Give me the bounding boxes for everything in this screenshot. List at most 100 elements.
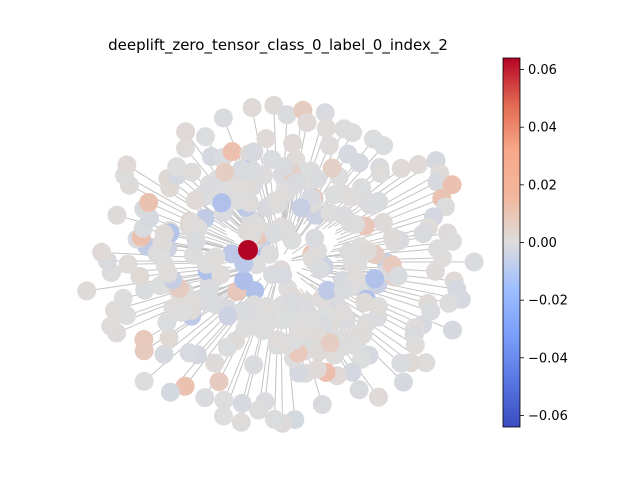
- graph-node: [322, 158, 342, 178]
- graph-node: [305, 228, 325, 248]
- graph-node: [206, 295, 226, 315]
- graph-node: [394, 372, 413, 392]
- graph-node: [320, 203, 340, 223]
- graph-node: [316, 118, 336, 138]
- graph-node: [218, 306, 238, 326]
- graph-node: [213, 108, 233, 128]
- graph-node: [464, 252, 484, 272]
- graph-node: [249, 400, 269, 420]
- graph-node: [217, 337, 237, 357]
- graph-node: [160, 382, 180, 402]
- graph-node: [383, 227, 403, 247]
- graph-node: [343, 336, 363, 355]
- graph-edge: [188, 293, 249, 354]
- graph-node: [349, 380, 369, 400]
- graph-node: [234, 270, 254, 290]
- graph-node: [212, 193, 232, 213]
- graph-node: [369, 387, 388, 407]
- graph-node: [413, 224, 433, 244]
- colorbar: 0.06 0.04 0.02 0.00 −0.02 −0.04 −0.06: [502, 57, 568, 428]
- graph-node: [244, 142, 264, 162]
- graph-node: [277, 105, 297, 125]
- graph-node: [113, 288, 133, 308]
- graph-node: [222, 142, 242, 162]
- colorbar-tick-label: −0.04: [528, 351, 568, 366]
- colorbar-tick-label: 0.00: [528, 236, 557, 251]
- graph-node: [101, 316, 121, 336]
- graph-node: [235, 301, 255, 321]
- graph-node: [405, 335, 425, 355]
- graph-node: [315, 103, 335, 123]
- graph-node: [273, 265, 293, 285]
- graph-node: [432, 248, 452, 268]
- graph-nodes: [77, 95, 484, 433]
- graph-node: [209, 372, 229, 392]
- graph-node: [287, 173, 307, 193]
- graph-node: [154, 344, 174, 364]
- graph-node: [179, 343, 199, 363]
- graph-node: [195, 388, 215, 408]
- graph-node: [289, 363, 309, 383]
- graph-node: [244, 355, 264, 375]
- graph-node: [320, 333, 340, 353]
- graph-node: [391, 158, 411, 178]
- graph-node: [310, 259, 330, 279]
- graph-node: [175, 376, 195, 396]
- graph-node: [77, 281, 97, 301]
- graph-node: [319, 135, 339, 155]
- graph-node: [172, 302, 192, 322]
- graph-node: [408, 155, 428, 175]
- graph-node: [443, 231, 462, 251]
- graph-node: [443, 320, 462, 340]
- graph-node: [343, 123, 362, 143]
- graph-node: [264, 95, 284, 115]
- graph-node: [333, 280, 353, 300]
- graph-node: [215, 162, 235, 182]
- colorbar-ticks: 0.06 0.04 0.02 0.00 −0.02 −0.04 −0.06: [520, 63, 568, 424]
- graph-node: [352, 178, 371, 198]
- graph-node: [349, 153, 369, 173]
- graph-node: [134, 371, 154, 391]
- graph-node: [176, 122, 196, 142]
- graph-node: [297, 113, 317, 132]
- graph-node: [355, 293, 375, 312]
- graph-node: [388, 266, 408, 286]
- graph-node: [308, 169, 328, 189]
- graph-node: [374, 136, 394, 156]
- graph-node: [282, 292, 301, 312]
- graph-edge: [176, 175, 245, 233]
- graph-node: [324, 185, 344, 205]
- graph-node: [416, 353, 436, 373]
- graph-node: [371, 164, 390, 183]
- graph-node: [357, 241, 377, 261]
- graph-node: [439, 293, 459, 313]
- graph-edge: [86, 271, 213, 292]
- graph-node: [345, 214, 365, 234]
- graph-node: [240, 193, 259, 213]
- graph-node: [235, 318, 255, 338]
- graph-node: [176, 138, 195, 158]
- graph-node: [181, 212, 201, 232]
- graph-node: [301, 311, 320, 331]
- graph-node: [130, 267, 150, 286]
- graph-node: [442, 175, 462, 195]
- graph-node: [205, 353, 225, 373]
- graph-node-max: [238, 240, 258, 260]
- graph-node: [264, 409, 284, 429]
- graph-node: [365, 269, 385, 289]
- graph-node: [117, 155, 137, 175]
- graph-node: [268, 330, 288, 350]
- graph-node: [391, 353, 411, 373]
- graph-node: [318, 280, 338, 300]
- graph-node: [118, 254, 138, 274]
- graph-node: [139, 193, 159, 212]
- colorbar-tick-label: −0.02: [528, 294, 568, 309]
- graph-node: [373, 212, 393, 232]
- graph-node: [152, 233, 172, 252]
- graph-node: [427, 172, 447, 192]
- graph-node: [134, 330, 154, 349]
- graph-node: [92, 242, 112, 262]
- graph-node: [333, 303, 353, 322]
- chart-title: deeplift_zero_tensor_class_0_label_0_ind…: [108, 36, 448, 55]
- graph-node: [158, 263, 178, 283]
